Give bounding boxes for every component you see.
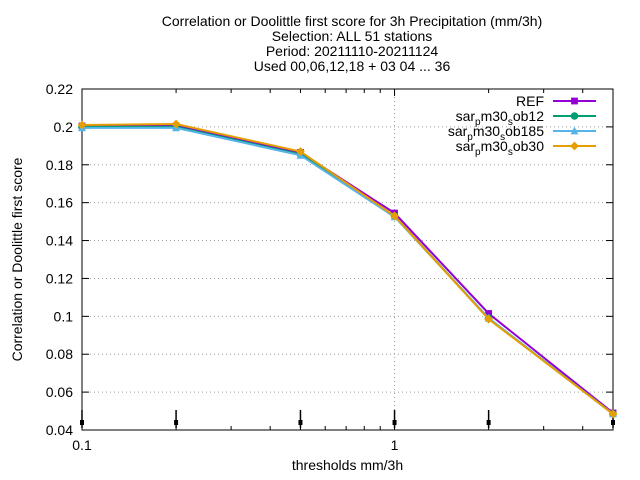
series-group <box>77 119 618 419</box>
legend-label-part: p <box>475 117 481 128</box>
data-point <box>171 119 181 129</box>
legend-label: REF <box>516 93 544 109</box>
data-point <box>296 147 305 156</box>
series-line <box>82 126 614 415</box>
y-tick-label: 0.14 <box>46 233 73 249</box>
y-tick-label: 0.04 <box>46 422 73 438</box>
legend-sample-marker <box>571 97 578 105</box>
y-tick-label: 0.22 <box>46 81 73 97</box>
y-axis: 0.04 0.06 0.08 0.1 0.12 0.14 0.16 0.18 0.2 0.22 <box>46 81 613 438</box>
data-point <box>485 310 493 317</box>
series-3 <box>77 119 618 419</box>
data-point <box>608 409 618 419</box>
legend-label-part: REF <box>516 93 544 109</box>
legend-label-part: sar <box>456 138 476 154</box>
x-axis-label: thresholds mm/3h <box>292 457 403 473</box>
series-line <box>82 125 614 415</box>
x-tick-label: 0.1 <box>72 437 92 453</box>
plot-frame <box>81 88 614 431</box>
x-impulse-point <box>298 420 303 425</box>
x-impulse-point <box>486 420 491 425</box>
y-tick-label: 0.08 <box>46 346 73 362</box>
data-point <box>484 314 494 324</box>
legend-label-part: m30 <box>481 108 508 124</box>
x-impulse-point <box>611 420 615 425</box>
legend-label-part: sar <box>448 123 468 139</box>
chart-title: Correlation or Doolittle first score for… <box>162 13 542 74</box>
legend-label-part: m30 <box>481 138 508 154</box>
y-tick-label: 0.06 <box>46 384 73 400</box>
title-line: Selection: ALL 51 stations <box>272 28 433 44</box>
x-impulse-markers <box>80 410 615 428</box>
y-tick-label: 0.12 <box>46 270 73 286</box>
x-tick-label: 1 <box>391 437 399 453</box>
legend-label-part: ob30 <box>513 138 544 154</box>
x-impulse-point <box>392 420 397 425</box>
y-axis-label: Correlation or Doolittle first score <box>9 157 25 361</box>
legend-label-part: ob12 <box>513 108 544 124</box>
legend-label: sarpm30sob12 <box>456 108 545 128</box>
legend-label-part: s <box>508 117 513 128</box>
legend-label: sarpm30sob185 <box>448 123 544 143</box>
title-line: Used 00,06,12,18 + 03 04 ... 36 <box>254 58 451 74</box>
legend-sample-marker <box>570 141 579 151</box>
legend-label-part: p <box>467 132 473 143</box>
y-tick-label: 0.16 <box>46 195 73 211</box>
legend-label: sarpm30sob30 <box>456 138 545 158</box>
legend-sample-marker <box>570 112 579 120</box>
x-axis: 0.1 1 <box>72 89 614 453</box>
data-point <box>390 211 399 221</box>
y-tick-label: 0.18 <box>46 157 73 173</box>
series-line <box>82 124 614 414</box>
legend-label-part: s <box>500 132 505 143</box>
legend-label-part: ob185 <box>505 123 544 139</box>
y-tick-label: 0.2 <box>54 119 74 135</box>
legend-label-part: m30 <box>473 123 500 139</box>
series-2 <box>78 123 617 418</box>
series-1 <box>78 123 617 418</box>
title-line: Period: 20211110-20211124 <box>266 43 439 59</box>
legend-label-part: s <box>508 147 513 158</box>
x-impulse-point <box>80 420 84 425</box>
series-line <box>81 123 614 415</box>
legend-sample-marker <box>570 126 579 135</box>
data-point <box>77 120 87 130</box>
y-tick-label: 0.1 <box>54 308 74 324</box>
title-line: Correlation or Doolittle first score for… <box>162 13 542 29</box>
x-impulse-point <box>174 420 179 425</box>
legend-label-part: p <box>475 147 481 158</box>
series-0 <box>78 122 617 417</box>
legend-label-part: sar <box>456 108 476 124</box>
